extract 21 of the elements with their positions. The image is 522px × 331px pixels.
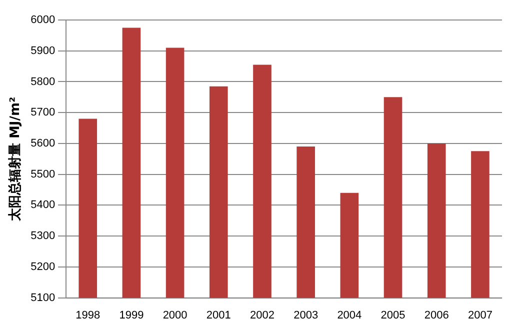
- y-tick-label: 5800: [30, 76, 56, 88]
- x-tick-label: 1998: [76, 309, 100, 322]
- x-tick-label: 2000: [162, 309, 188, 322]
- y-tick-label: 5500: [30, 168, 56, 180]
- x-tick-label: 2005: [380, 309, 406, 322]
- y-tick-label: 5200: [30, 260, 56, 273]
- y-tick-label: 5400: [30, 199, 56, 212]
- x-tick-label: 2004: [337, 309, 362, 322]
- y-tick-label: 5900: [30, 44, 56, 57]
- y-tick-label: 5300: [30, 230, 56, 242]
- x-tick-label: 2003: [294, 309, 318, 322]
- x-tick-label: 1999: [119, 309, 144, 322]
- x-tick-label: 2006: [424, 309, 449, 322]
- y-tick-label: 5100: [30, 292, 56, 304]
- x-tick-label: 2002: [250, 309, 274, 322]
- y-tick-label: 6000: [30, 14, 56, 26]
- x-tick-label: 2007: [468, 309, 492, 322]
- y-tick-label: 5600: [30, 138, 56, 150]
- x-tick-label: 2001: [206, 309, 231, 322]
- y-tick-label: 5700: [30, 106, 56, 119]
- y-axis-title: 太阳总辐射量 MJ/m²: [7, 96, 24, 222]
